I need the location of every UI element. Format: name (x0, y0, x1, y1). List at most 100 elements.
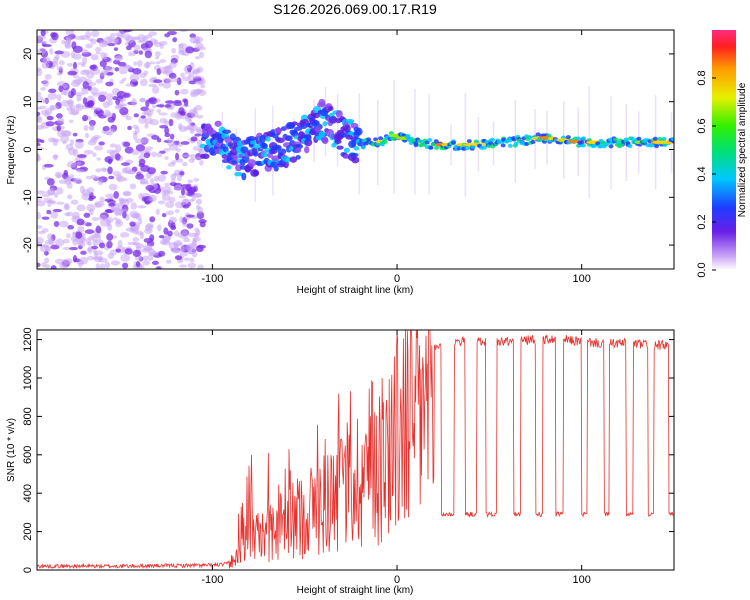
noise-blob (182, 198, 190, 205)
tone-mark (277, 148, 287, 155)
noise-blob (191, 251, 198, 258)
noise-blob (72, 75, 80, 79)
snr-y-tick-label: 1000 (22, 366, 34, 390)
tone-mark (427, 137, 433, 142)
noise-blob (183, 237, 191, 243)
tone-mark (202, 153, 210, 160)
tone-mark (511, 136, 517, 141)
tone-mark (253, 144, 260, 149)
colorbar-gradient (712, 30, 736, 270)
noise-blob (195, 198, 203, 205)
tone-mark (214, 120, 222, 127)
noise-blob (156, 109, 162, 113)
tone-mark (231, 160, 238, 165)
noise-blob (188, 80, 197, 85)
snr-x-tick-label: 100 (573, 574, 591, 586)
streak-mark (336, 93, 339, 167)
tone-mark (353, 146, 360, 151)
noise-blob (122, 92, 131, 98)
noise-blob (161, 193, 171, 201)
noise-blob (156, 224, 162, 232)
noise-blob (76, 94, 82, 102)
noise-blob (194, 80, 204, 85)
colorbar-tick-label: 0.4 (696, 166, 708, 181)
noise-blob (187, 118, 193, 125)
noise-blob (168, 62, 177, 69)
tone-mark (670, 136, 674, 141)
noise-blob (55, 238, 65, 247)
noise-blob (196, 114, 204, 119)
noise-blob (53, 154, 58, 161)
noise-blob (164, 126, 170, 135)
noise-blob (101, 168, 108, 173)
tone-mark (575, 136, 581, 141)
noise-blob (133, 113, 139, 118)
noise-blob (180, 72, 186, 78)
noise-blob (160, 170, 168, 175)
noise-blob (184, 65, 191, 69)
noise-blob (143, 152, 151, 159)
noise-blob (132, 249, 141, 258)
noise-blob (37, 236, 44, 244)
noise-blob (87, 246, 93, 254)
noise-blob (64, 212, 71, 217)
noise-blob (164, 100, 175, 104)
noise-blob (109, 249, 118, 256)
noise-blob (83, 149, 94, 155)
noise-blob (94, 202, 102, 208)
noise-blob (55, 187, 64, 195)
noise-blob (144, 34, 153, 39)
noise-blob (145, 172, 152, 179)
noise-blob (148, 97, 157, 103)
noise-blob (137, 60, 143, 67)
noise-blob (90, 245, 99, 250)
noise-blob (145, 184, 155, 191)
tone-mark (388, 131, 394, 136)
noise-blob (182, 76, 191, 82)
noise-blob (149, 234, 155, 242)
noise-blob (144, 50, 153, 59)
noise-blob (52, 208, 62, 213)
noise-blob (74, 35, 85, 41)
tone-mark (627, 144, 633, 149)
tone-mark (273, 127, 283, 133)
tone-mark (336, 145, 344, 150)
noise-blob (186, 223, 194, 229)
noise-blob (105, 217, 114, 224)
noise-blob (37, 67, 42, 72)
noise-blob (174, 208, 180, 213)
noise-blob (195, 245, 204, 252)
noise-blob (140, 115, 146, 119)
noise-blob (56, 94, 62, 101)
noise-blob (197, 264, 204, 269)
tone-mark (233, 155, 239, 161)
noise-blob (85, 175, 93, 180)
noise-blob (130, 202, 137, 210)
noise-blob (133, 61, 138, 66)
noise-blob (116, 175, 125, 183)
noise-blob (37, 190, 46, 195)
noise-blob (168, 196, 176, 203)
noise-blob (138, 218, 143, 225)
noise-blob (120, 253, 131, 262)
noise-blob (114, 55, 123, 62)
tone-mark (285, 135, 293, 142)
snr-x-tick-label: -100 (201, 574, 223, 586)
noise-blob (182, 98, 188, 103)
noise-blob (192, 68, 200, 75)
tone-mark (276, 137, 285, 144)
noise-blob (111, 37, 119, 42)
noise-blob (72, 148, 79, 157)
noise-blob (137, 205, 147, 209)
snr-y-tick-label: 800 (22, 407, 34, 425)
noise-blob (74, 140, 84, 149)
noise-blob (92, 239, 98, 246)
noise-blob (76, 154, 87, 158)
noise-blob (181, 162, 188, 167)
noise-blob (151, 151, 157, 158)
noise-blob (86, 187, 95, 194)
noise-blob (56, 124, 61, 132)
noise-blob (178, 122, 183, 130)
noise-blob (105, 112, 113, 117)
